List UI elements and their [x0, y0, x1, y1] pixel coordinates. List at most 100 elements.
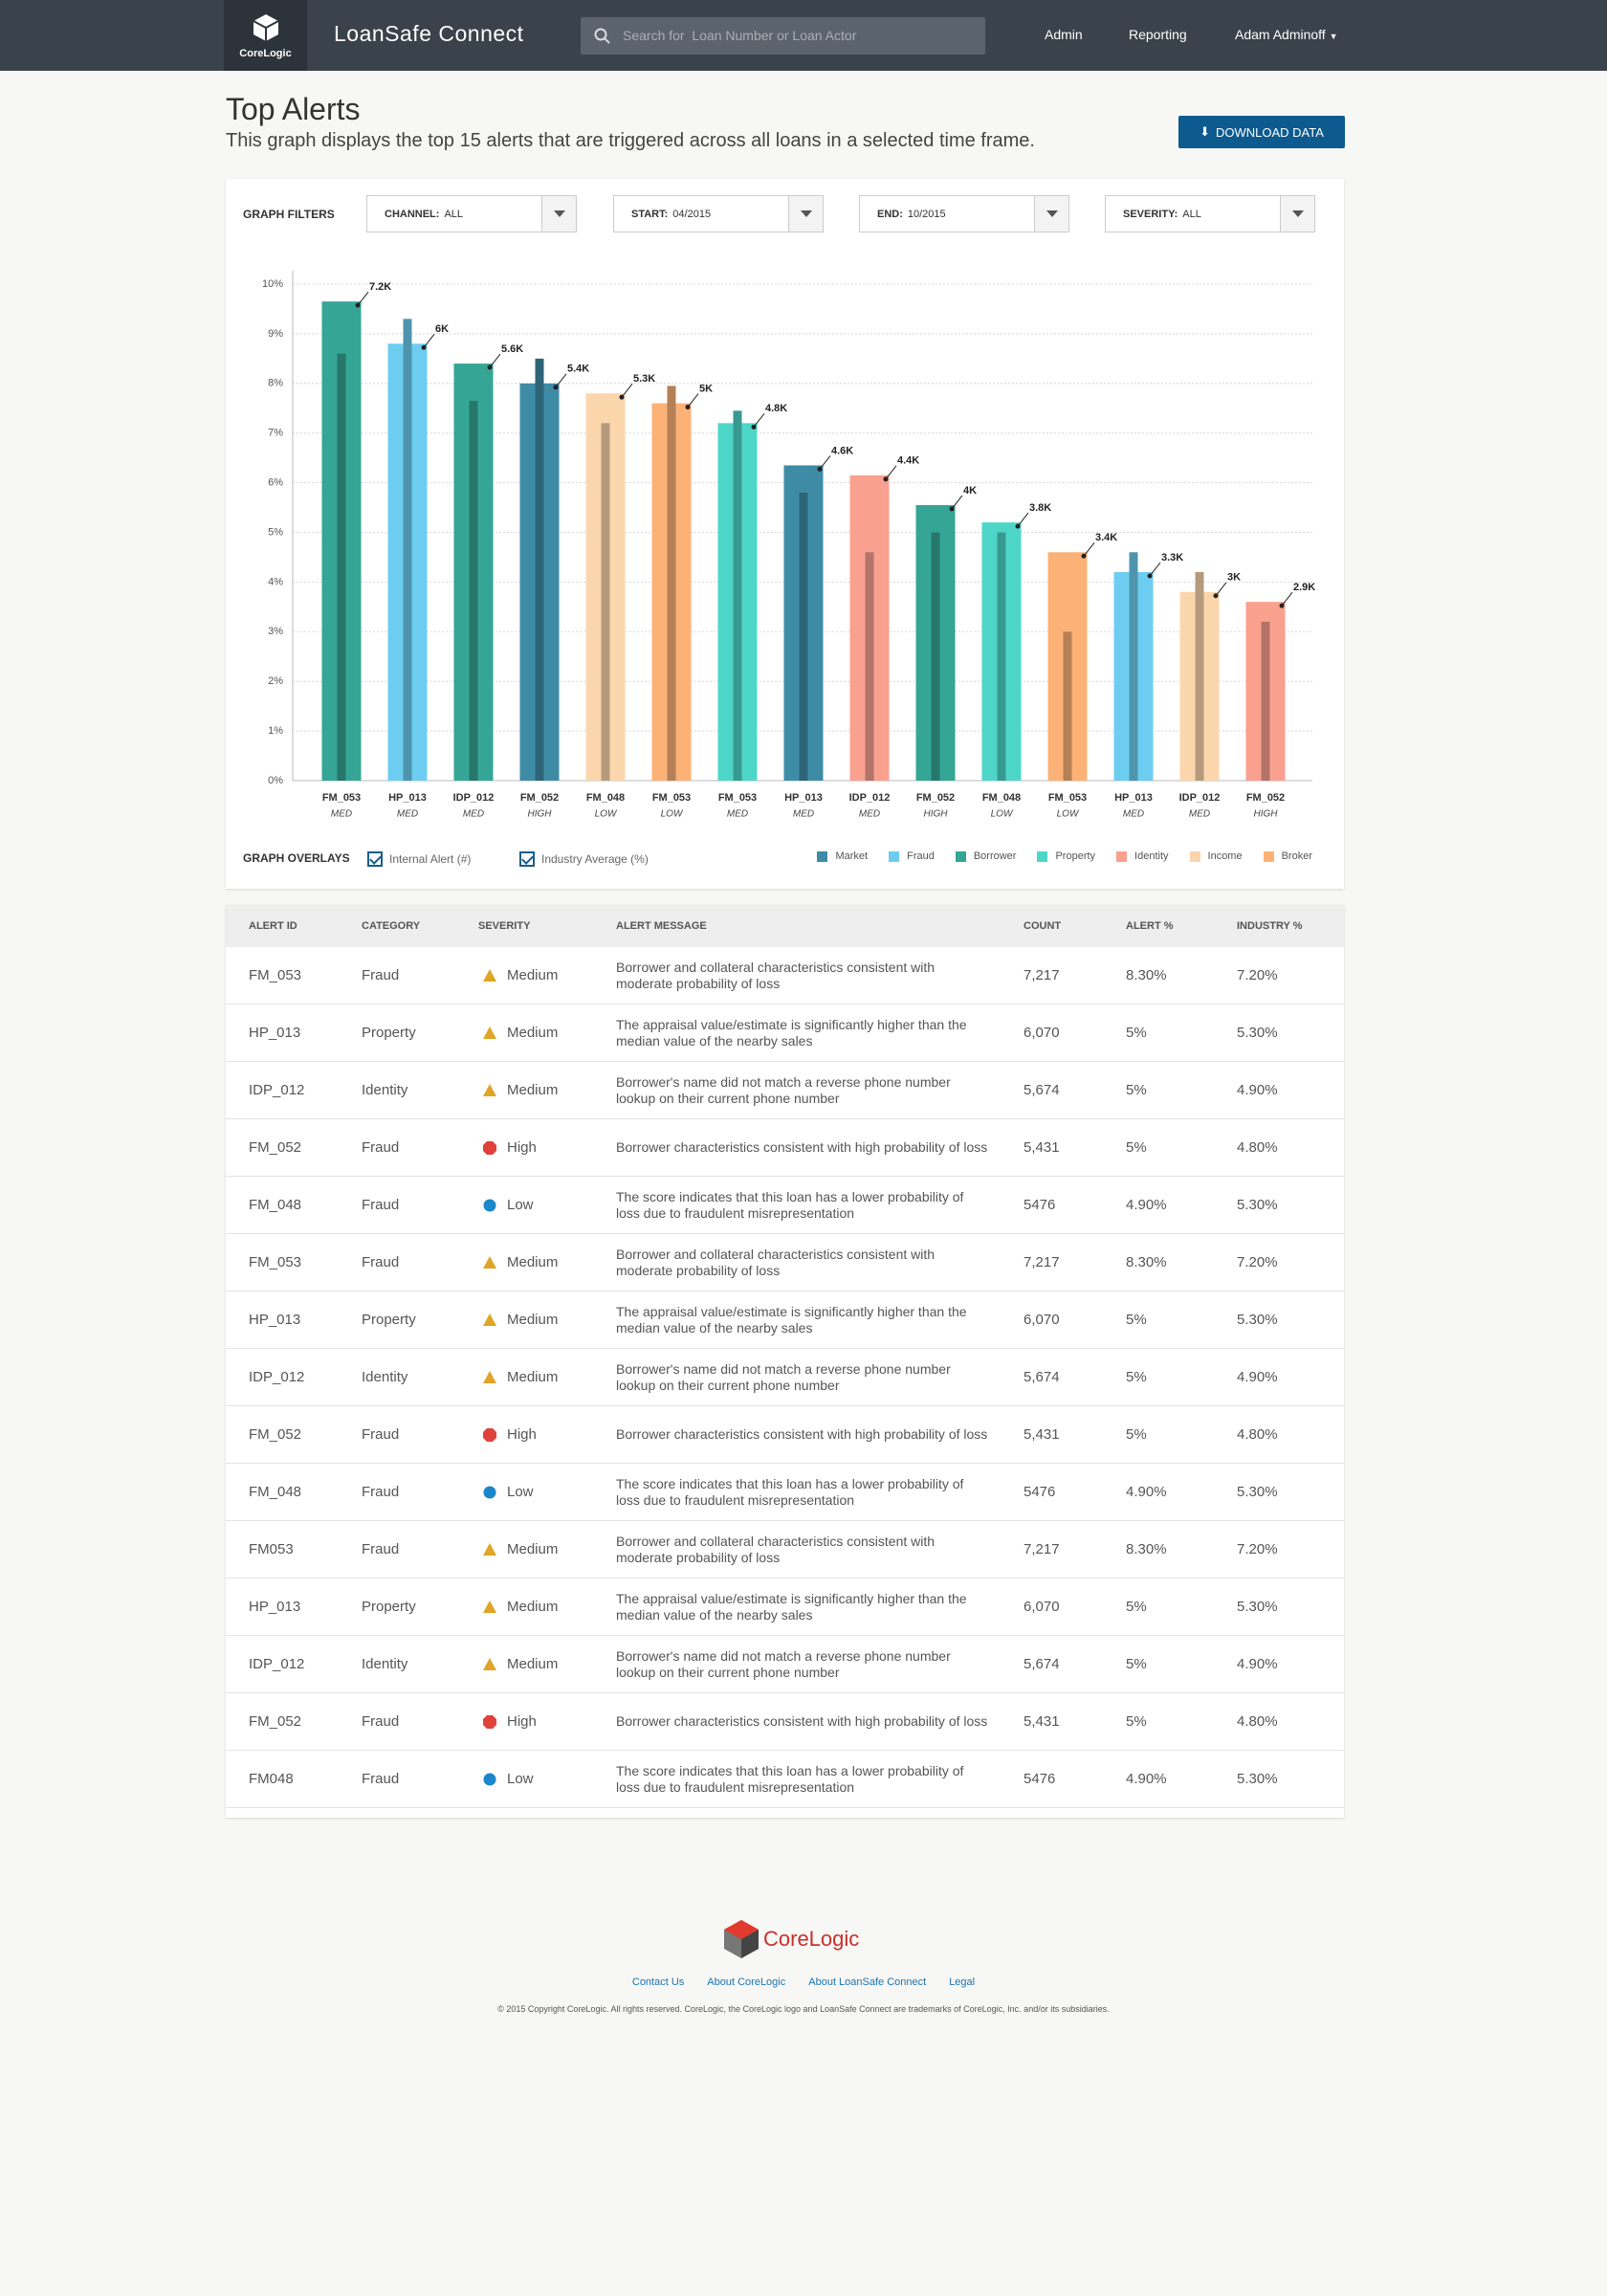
table-row: FM_053 Fraud Medium Borrower and collateral… — [226, 947, 1344, 1004]
table-cell: Fraud — [362, 1139, 400, 1156]
column-header[interactable]: SEVERITY — [478, 920, 531, 932]
table-cell: Fraud — [362, 1254, 400, 1270]
x-tick-label: FM_052 — [520, 792, 559, 804]
table-cell: Borrower's name did not match a reverse … — [616, 1360, 951, 1393]
logo-text: CoreLogic — [239, 48, 292, 59]
nav-link[interactable]: Admin — [1045, 27, 1083, 42]
search-icon — [594, 28, 610, 44]
table-cell: Identity — [362, 1082, 408, 1098]
legend-swatch — [955, 850, 966, 862]
legend-item: Income — [1189, 850, 1243, 862]
footer-link[interactable]: About CoreLogic — [707, 1976, 786, 1988]
table-cell: The appraisal value/estimate is signific… — [616, 1303, 967, 1336]
severity-cell: Medium — [478, 1369, 616, 1385]
table-row: FM_052 Fraud High Borrower characteristics … — [226, 1693, 1344, 1751]
column-header[interactable]: COUNT — [1024, 920, 1062, 932]
legend-swatch — [1263, 850, 1274, 862]
icon-shape — [483, 1773, 496, 1785]
count-label: 6K — [435, 323, 449, 335]
y-tick-label: 1% — [268, 725, 283, 737]
table-cell: 8.30% — [1126, 967, 1167, 983]
column-header[interactable]: ALERT MESSAGE — [616, 920, 707, 932]
severity-cell: High — [478, 1426, 616, 1443]
filter-value: ALL — [444, 208, 464, 220]
severity-icon — [483, 968, 496, 982]
label-leader — [1215, 582, 1227, 597]
severity-icon — [483, 1083, 496, 1096]
overlay-checkbox[interactable]: Internal Alert (#) — [367, 851, 471, 867]
count-label: 3.4K — [1095, 532, 1117, 543]
table-cell: HP_013 — [249, 1599, 301, 1615]
table-cell: Property — [362, 1025, 416, 1041]
severity-cell: High — [478, 1139, 616, 1156]
column-header[interactable]: CATEGORY — [362, 920, 421, 932]
table-cell: Fraud — [362, 967, 400, 983]
count-label: 4.6K — [831, 445, 853, 456]
logo[interactable]: CoreLogic — [224, 0, 307, 71]
page-title: Top Alerts — [226, 92, 361, 126]
label-leader — [555, 373, 567, 388]
filter-dropdown[interactable]: SEVERITY: ALL — [1105, 195, 1315, 232]
chart-card: 0% 1% 2% 3% 4% 5% 6% 7% 8% 9% 10% 7.2K FM_053 MED 6K HP… — [226, 179, 1344, 889]
label-dot — [1279, 603, 1285, 608]
legend-item: Property — [1037, 850, 1095, 862]
count-label: 3K — [1227, 572, 1241, 584]
filter-dropdown[interactable]: START: 04/2015 — [613, 195, 824, 232]
filter-dropdown[interactable]: CHANNEL: ALL — [366, 195, 577, 232]
table-cell: Borrower and collateral characteristics … — [616, 1246, 936, 1278]
legend-label: Identity — [1134, 850, 1169, 862]
table-cell: FM_048 — [249, 1484, 302, 1500]
legend-item: Identity — [1116, 850, 1169, 862]
overlays-label: GRAPH OVERLAYS — [243, 851, 350, 865]
search-box[interactable]: Search for Loan Number or Loan Actor — [581, 17, 985, 55]
column-header[interactable]: ALERT ID — [249, 920, 297, 932]
label-leader — [1083, 541, 1095, 557]
table-cell: Medium — [507, 1656, 559, 1672]
label-leader — [489, 353, 501, 368]
nav-link[interactable]: Reporting — [1129, 27, 1187, 42]
severity-icon — [483, 1255, 496, 1269]
icon-shape — [483, 1542, 496, 1556]
table-row: FM_052 Fraud High Borrower characteristics … — [226, 1119, 1344, 1177]
industry-bar — [469, 400, 478, 781]
x-tick-sublabel: MED — [1123, 809, 1144, 820]
footer-link[interactable]: Contact Us — [631, 1976, 685, 1988]
footer-link[interactable]: Legal — [949, 1976, 976, 1988]
table-cell: Medium — [507, 1541, 559, 1557]
x-tick-label: FM_053 — [1048, 792, 1087, 804]
label-leader — [753, 413, 765, 428]
table-cell: HP_013 — [249, 1312, 301, 1328]
table-cell: 6,070 — [1024, 1599, 1060, 1615]
count-label: 5.4K — [567, 364, 589, 375]
table-cell: 5,431 — [1024, 1713, 1060, 1730]
copyright: © 2015 Copyright CoreLogic. All rights r… — [497, 2004, 1110, 2014]
dropdown-arrow — [788, 196, 823, 232]
app-name: LoanSafe Connect — [334, 21, 524, 46]
industry-bar — [1063, 631, 1072, 781]
severity-icon — [483, 1714, 496, 1729]
user-menu[interactable]: Adam Adminoff ▼ — [1235, 27, 1338, 42]
table-cell: 5476 — [1024, 1484, 1056, 1500]
severity-cell: Medium — [478, 1599, 616, 1615]
x-tick-label: HP_013 — [1114, 792, 1153, 804]
x-tick-sublabel: MED — [727, 809, 748, 820]
table-cell: Borrower's name did not match a reverse … — [616, 1073, 951, 1106]
filter-dropdown[interactable]: END: 10/2015 — [859, 195, 1069, 232]
label-dot — [817, 466, 823, 472]
icon-shape — [483, 1255, 496, 1269]
table-row: FM_052 Fraud High Borrower characteristics … — [226, 1406, 1344, 1464]
table-cell: Borrower and collateral characteristics … — [616, 1533, 936, 1565]
label-leader — [687, 393, 699, 408]
filter-name: SEVERITY: — [1123, 208, 1178, 220]
table-cell: FM_052 — [249, 1139, 302, 1156]
overlay-checkbox[interactable]: Industry Average (%) — [519, 851, 649, 867]
industry-bar — [733, 410, 742, 781]
filter-value: ALL — [1182, 208, 1201, 220]
column-header[interactable]: INDUSTRY % — [1237, 920, 1303, 932]
footer-link[interactable]: About LoanSafe Connect — [808, 1976, 927, 1988]
label-dot — [487, 364, 493, 370]
column-header[interactable]: ALERT % — [1126, 920, 1174, 932]
icon-shape — [483, 1486, 496, 1498]
download-button[interactable]: ⬇ DOWNLOAD DATA — [1178, 116, 1345, 148]
table-cell: The score indicates that this loan has a… — [616, 1475, 964, 1508]
